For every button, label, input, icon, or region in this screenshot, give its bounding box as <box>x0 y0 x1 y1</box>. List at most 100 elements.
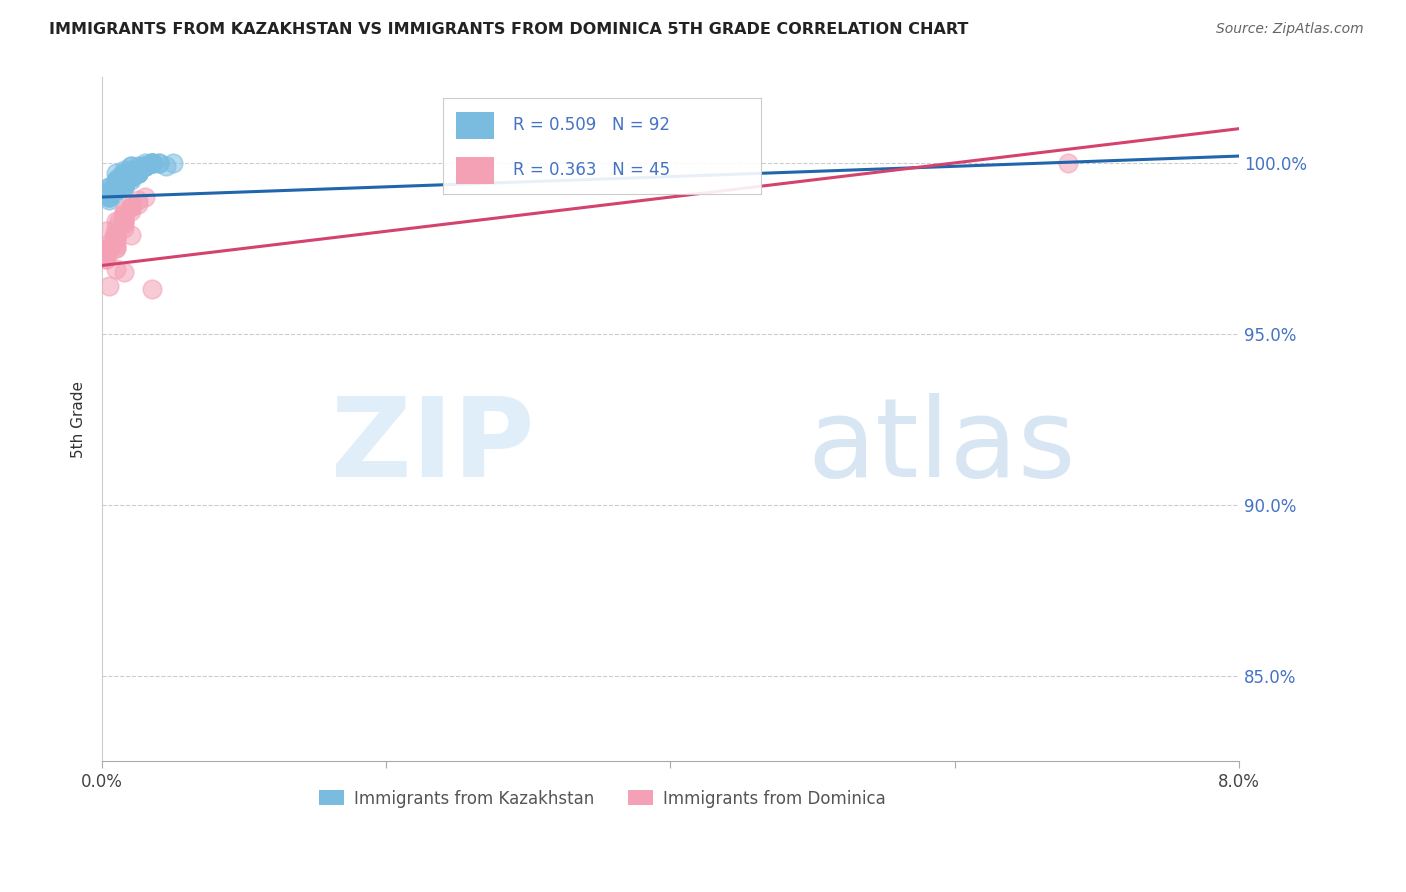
Point <box>96 244 118 259</box>
Point <box>98 186 121 201</box>
Point <box>98 179 121 194</box>
Point <box>105 183 128 197</box>
Point <box>112 177 135 191</box>
Point <box>127 197 149 211</box>
Text: IMMIGRANTS FROM KAZAKHSTAN VS IMMIGRANTS FROM DOMINICA 5TH GRADE CORRELATION CHA: IMMIGRANTS FROM KAZAKHSTAN VS IMMIGRANTS… <box>49 22 969 37</box>
Point <box>120 166 142 180</box>
Point <box>105 231 128 245</box>
Point <box>1057 156 1080 170</box>
Point <box>105 166 128 180</box>
Point <box>134 159 156 173</box>
Text: Source: ZipAtlas.com: Source: ZipAtlas.com <box>1216 22 1364 37</box>
Point <box>98 186 121 201</box>
Point <box>134 159 156 173</box>
Point <box>105 179 128 194</box>
Point <box>105 179 128 194</box>
Point <box>105 227 128 242</box>
Point <box>103 179 125 194</box>
Point <box>141 156 163 170</box>
Point <box>127 194 149 208</box>
Point <box>127 162 149 177</box>
Point <box>134 159 156 173</box>
Point <box>127 162 149 177</box>
Point <box>98 186 121 201</box>
Point <box>112 177 135 191</box>
Point <box>112 177 135 191</box>
Point <box>105 183 128 197</box>
Point <box>105 173 128 187</box>
Point <box>112 179 135 194</box>
Point <box>98 190 121 204</box>
Point <box>112 214 135 228</box>
Point <box>105 183 128 197</box>
Point <box>120 200 142 214</box>
Point <box>127 166 149 180</box>
Point <box>120 200 142 214</box>
Point <box>112 162 135 177</box>
Point <box>112 207 135 221</box>
Point <box>96 252 118 266</box>
Point <box>105 261 128 276</box>
Point <box>105 179 128 194</box>
Point <box>112 218 135 232</box>
Point <box>141 156 163 170</box>
Point <box>112 166 135 180</box>
Point <box>134 159 156 173</box>
Point <box>98 186 121 201</box>
Point <box>105 227 128 242</box>
Point <box>141 282 163 296</box>
Point <box>105 179 128 194</box>
Point <box>120 166 142 180</box>
Point <box>98 279 121 293</box>
Text: atlas: atlas <box>807 393 1076 500</box>
Point <box>120 203 142 218</box>
Point <box>120 169 142 184</box>
Point <box>127 166 149 180</box>
Point <box>98 179 121 194</box>
Point <box>103 186 125 201</box>
Point <box>112 177 135 191</box>
Point <box>103 235 125 249</box>
Point <box>127 166 149 180</box>
Point <box>105 173 128 187</box>
Point <box>134 159 156 173</box>
Point <box>120 169 142 184</box>
Point <box>112 177 135 191</box>
Point <box>98 241 121 255</box>
Point <box>120 162 142 177</box>
Point <box>112 173 135 187</box>
Point <box>112 211 135 225</box>
Point <box>98 241 121 255</box>
Point <box>105 177 128 191</box>
Point <box>148 156 170 170</box>
Point <box>127 159 149 173</box>
Point <box>96 238 118 252</box>
Point <box>105 238 128 252</box>
Point <box>127 162 149 177</box>
Point <box>120 173 142 187</box>
Point <box>120 169 142 184</box>
Point <box>105 241 128 255</box>
Point <box>105 231 128 245</box>
Point <box>112 169 135 184</box>
Point <box>120 159 142 173</box>
Point <box>98 194 121 208</box>
Point <box>134 159 156 173</box>
Point <box>120 169 142 184</box>
Point <box>120 227 142 242</box>
Point <box>112 177 135 191</box>
Point <box>98 190 121 204</box>
Point <box>112 207 135 221</box>
Point <box>98 190 121 204</box>
Point <box>96 244 118 259</box>
Y-axis label: 5th Grade: 5th Grade <box>72 381 86 458</box>
Point <box>141 156 163 170</box>
Point <box>112 179 135 194</box>
Point <box>120 169 142 184</box>
Point <box>103 227 125 242</box>
Point <box>105 241 128 255</box>
Text: ZIP: ZIP <box>330 393 534 500</box>
Point <box>127 166 149 180</box>
Point <box>105 231 128 245</box>
Point <box>105 179 128 194</box>
